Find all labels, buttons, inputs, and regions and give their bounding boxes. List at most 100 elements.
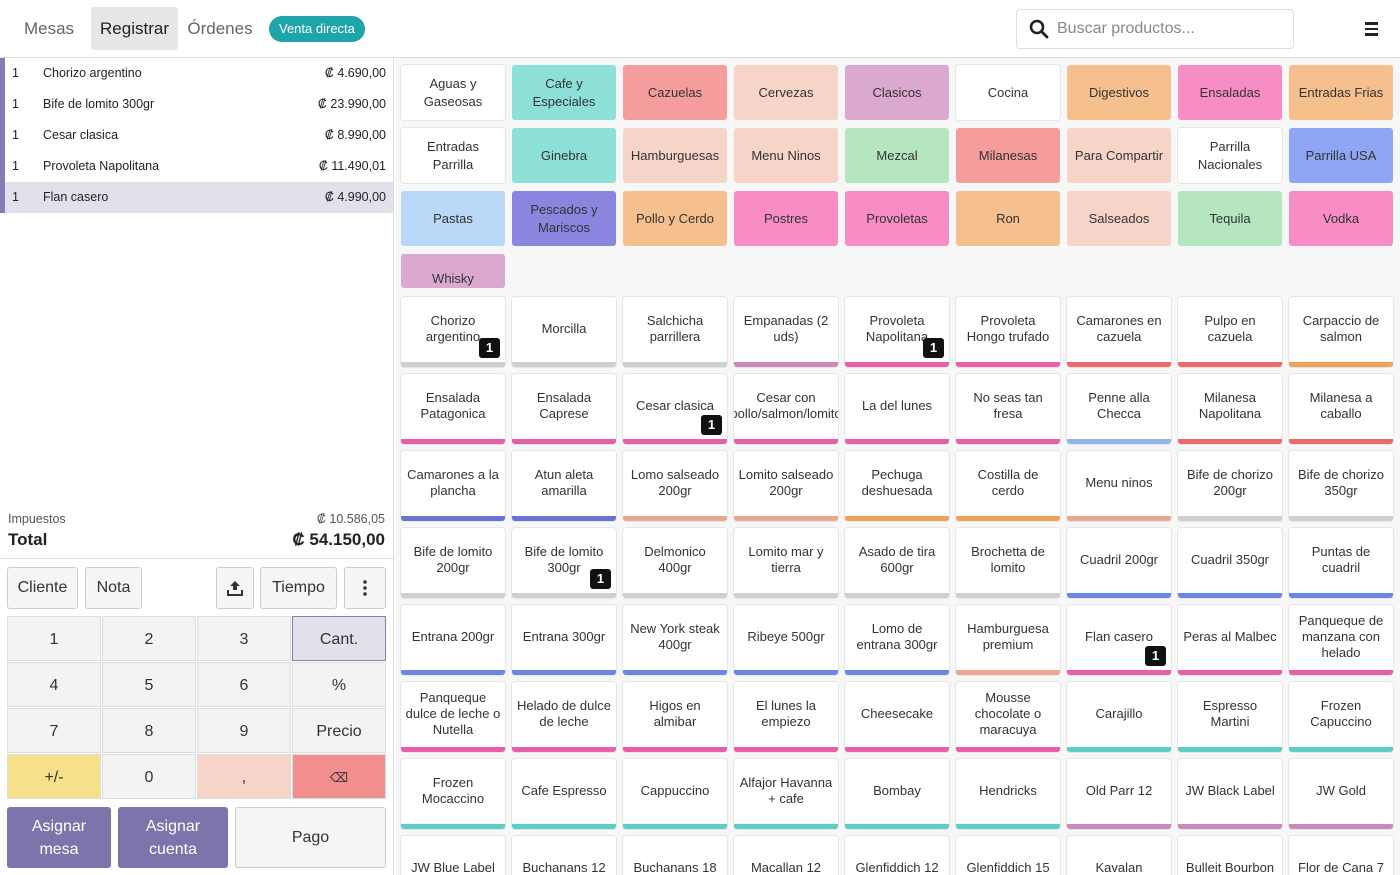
order-line[interactable]: 1 Bife de lomito 300gr ₡ 23.990,00 bbox=[0, 89, 393, 120]
category-button[interactable]: Ensaladas bbox=[1178, 65, 1282, 120]
product-card[interactable]: Cesar clasica 1 bbox=[623, 374, 727, 444]
product-card[interactable]: Costilla de cerdo bbox=[956, 451, 1060, 521]
product-card[interactable]: Frozen Capuccino bbox=[1289, 682, 1393, 752]
product-card[interactable]: Higos en almibar bbox=[623, 682, 727, 752]
product-card[interactable]: Camarones en cazuela bbox=[1067, 297, 1171, 367]
product-card[interactable]: La del lunes bbox=[845, 374, 949, 444]
product-card[interactable]: Glenfiddich 12 bbox=[845, 836, 949, 875]
product-card[interactable]: Provoleta Napolitana 1 bbox=[845, 297, 949, 367]
product-card[interactable]: Hamburguesa premium bbox=[956, 605, 1060, 675]
product-card[interactable]: Flan casero 1 bbox=[1067, 605, 1171, 675]
order-line[interactable]: 1 Flan casero ₡ 4.990,00 bbox=[0, 182, 393, 213]
product-card[interactable]: Chorizo argentino 1 bbox=[401, 297, 505, 367]
plus-minus-key[interactable]: +/- bbox=[7, 754, 101, 799]
note-button[interactable]: Nota bbox=[85, 567, 142, 609]
product-card[interactable]: Macallan 12 bbox=[734, 836, 838, 875]
product-card[interactable]: El lunes la empiezo bbox=[734, 682, 838, 752]
order-line[interactable]: 1 Provoleta Napolitana ₡ 11.490,01 bbox=[0, 151, 393, 182]
product-card[interactable]: Lomito mar y tierra bbox=[734, 528, 838, 598]
category-button[interactable]: Pollo y Cerdo bbox=[623, 191, 727, 246]
product-card[interactable]: Pechuga deshuesada bbox=[845, 451, 949, 521]
product-card[interactable]: Kavalan bbox=[1067, 836, 1171, 875]
product-card[interactable]: Ensalada Patagonica bbox=[401, 374, 505, 444]
product-card[interactable]: Espresso Martini bbox=[1178, 682, 1282, 752]
product-card[interactable]: Cafe Espresso bbox=[512, 759, 616, 829]
category-button[interactable]: Hamburguesas bbox=[623, 128, 727, 183]
product-card[interactable]: Cheesecake bbox=[845, 682, 949, 752]
key-8[interactable]: 8 bbox=[102, 708, 196, 753]
tab-registrar[interactable]: Registrar bbox=[91, 7, 178, 50]
category-button[interactable]: Ginebra bbox=[512, 128, 616, 183]
category-button[interactable]: Cervezas bbox=[734, 65, 838, 120]
product-card[interactable]: Menu ninos bbox=[1067, 451, 1171, 521]
assign-table-button[interactable]: Asignar mesa bbox=[7, 807, 111, 868]
product-card[interactable]: Hendricks bbox=[956, 759, 1060, 829]
product-card[interactable]: Buchanans 18 bbox=[623, 836, 727, 875]
product-card[interactable]: Panqueque de manzana con helado bbox=[1289, 605, 1393, 675]
assign-account-button[interactable]: Asignar cuenta bbox=[118, 807, 228, 868]
product-card[interactable]: Buchanans 12 bbox=[512, 836, 616, 875]
product-card[interactable]: Mousse chocolate o maracuya bbox=[956, 682, 1060, 752]
time-button[interactable]: Tiempo bbox=[260, 567, 337, 609]
category-button[interactable]: Cocina bbox=[956, 65, 1060, 120]
direct-sale-badge[interactable]: Venta directa bbox=[269, 16, 365, 42]
product-card[interactable]: Camarones a la plancha bbox=[401, 451, 505, 521]
category-button[interactable]: Postres bbox=[734, 191, 838, 246]
discount-mode-key[interactable]: % bbox=[292, 662, 386, 707]
key-5[interactable]: 5 bbox=[102, 662, 196, 707]
product-card[interactable]: Carajillo bbox=[1067, 682, 1171, 752]
category-button[interactable]: Clasicos bbox=[845, 65, 949, 120]
key-9[interactable]: 9 bbox=[197, 708, 291, 753]
product-card[interactable]: Ensalada Caprese bbox=[512, 374, 616, 444]
category-button[interactable]: Provoletas bbox=[845, 191, 949, 246]
product-card[interactable]: Alfajor Havanna + cafe bbox=[734, 759, 838, 829]
category-button[interactable]: Digestivos bbox=[1067, 65, 1171, 120]
product-card[interactable]: JW Black Label bbox=[1178, 759, 1282, 829]
product-card[interactable]: Frozen Mocaccino bbox=[401, 759, 505, 829]
product-card[interactable]: Cesar con pollo/salmon/lomito bbox=[734, 374, 838, 444]
product-card[interactable]: Panqueque dulce de leche o Nutella bbox=[401, 682, 505, 752]
key-4[interactable]: 4 bbox=[7, 662, 101, 707]
category-button[interactable]: Cafe y Especiales bbox=[512, 65, 616, 120]
product-card[interactable]: Carpaccio de salmon bbox=[1289, 297, 1393, 367]
category-button[interactable]: Milanesas bbox=[956, 128, 1060, 183]
product-card[interactable]: Helado de dulce de leche bbox=[512, 682, 616, 752]
order-line[interactable]: 1 Chorizo argentino ₡ 4.690,00 bbox=[0, 58, 393, 89]
key-7[interactable]: 7 bbox=[7, 708, 101, 753]
key-3[interactable]: 3 bbox=[197, 616, 291, 661]
product-card[interactable]: Bulleit Bourbon bbox=[1178, 836, 1282, 875]
category-button[interactable]: Pescados y Mariscos bbox=[512, 191, 616, 246]
price-mode-key[interactable]: Precio bbox=[292, 708, 386, 753]
product-card[interactable]: Pulpo en cazuela bbox=[1178, 297, 1282, 367]
product-card[interactable]: Lomito salseado 200gr bbox=[734, 451, 838, 521]
category-button[interactable]: Entradas Frias bbox=[1289, 65, 1393, 120]
category-button[interactable]: Ron bbox=[956, 191, 1060, 246]
product-card[interactable]: Bombay bbox=[845, 759, 949, 829]
key-0[interactable]: 0 bbox=[102, 754, 196, 799]
category-button[interactable]: Mezcal bbox=[845, 128, 949, 183]
product-card[interactable]: Morcilla bbox=[512, 297, 616, 367]
product-card[interactable]: Cuadril 350gr bbox=[1178, 528, 1282, 598]
backspace-key[interactable]: ⌫ bbox=[292, 754, 386, 799]
product-card[interactable]: Bife de lomito 300gr 1 bbox=[512, 528, 616, 598]
product-card[interactable]: Ribeye 500gr bbox=[734, 605, 838, 675]
product-card[interactable]: Cuadril 200gr bbox=[1067, 528, 1171, 598]
product-card[interactable]: Cappuccino bbox=[623, 759, 727, 829]
product-card[interactable]: Old Parr 12 bbox=[1067, 759, 1171, 829]
product-card[interactable]: Bife de lomito 200gr bbox=[401, 528, 505, 598]
product-card[interactable]: Puntas de cuadril bbox=[1289, 528, 1393, 598]
product-card[interactable]: Brochetta de lomito bbox=[956, 528, 1060, 598]
menu-icon[interactable] bbox=[1362, 20, 1382, 38]
decimal-key[interactable]: , bbox=[197, 754, 291, 799]
product-card[interactable]: Flor de Cana 7 bbox=[1289, 836, 1393, 875]
category-button[interactable]: Salseados bbox=[1067, 191, 1171, 246]
product-card[interactable]: Milanesa a caballo bbox=[1289, 374, 1393, 444]
key-2[interactable]: 2 bbox=[102, 616, 196, 661]
category-button[interactable]: Parrilla USA bbox=[1289, 128, 1393, 183]
category-button[interactable]: Para Compartir bbox=[1067, 128, 1171, 183]
search-input[interactable] bbox=[1057, 10, 1287, 48]
category-button[interactable]: Whisky bbox=[401, 254, 505, 288]
product-card[interactable]: Lomo de entrana 300gr bbox=[845, 605, 949, 675]
order-line[interactable]: 1 Cesar clasica ₡ 8.990,00 bbox=[0, 120, 393, 151]
product-card[interactable]: Bife de chorizo 200gr bbox=[1178, 451, 1282, 521]
